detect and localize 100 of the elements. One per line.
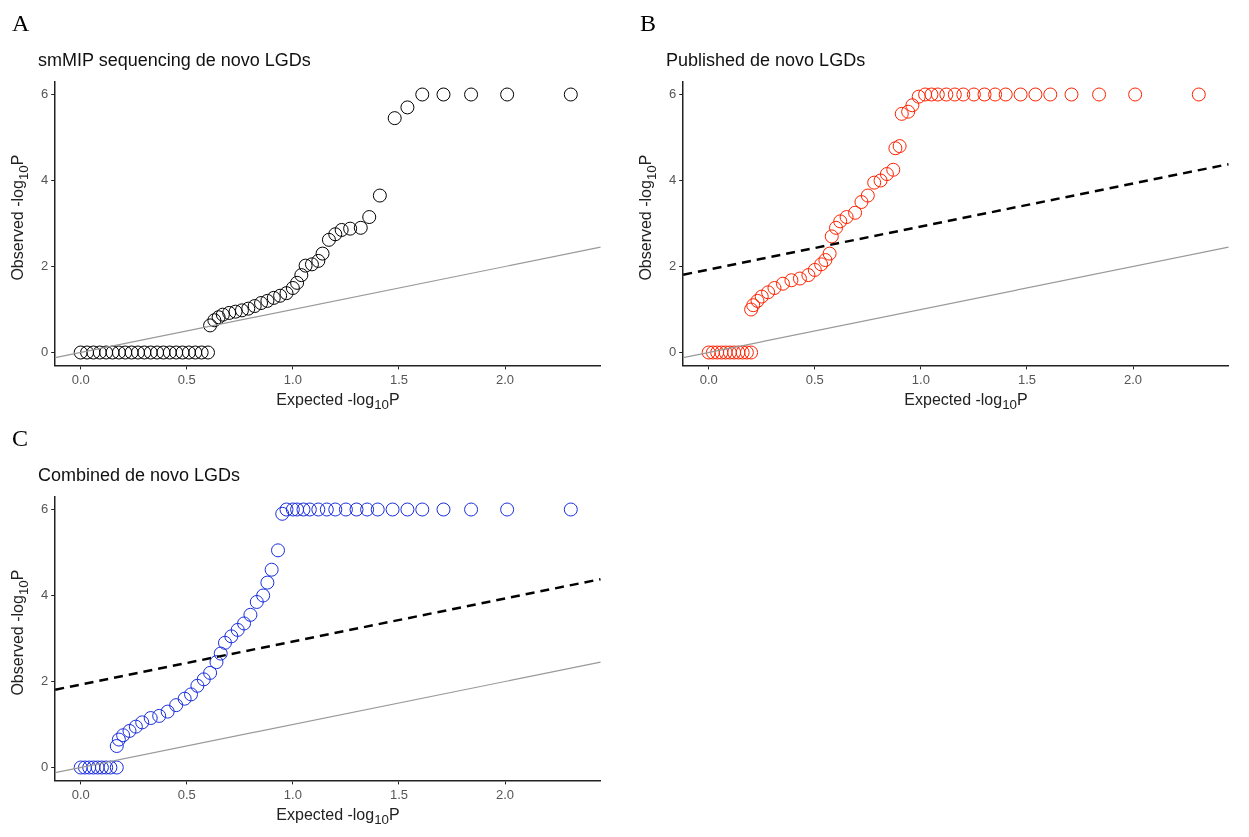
- point: [750, 293, 765, 308]
- point: [169, 698, 184, 713]
- x-tick-label: 2.0: [1123, 371, 1143, 387]
- point: [911, 89, 926, 104]
- point: [977, 87, 992, 102]
- point: [372, 188, 387, 203]
- point: [111, 345, 126, 360]
- x-axis-title: Expected -log$_{10}$P: [275, 806, 401, 828]
- point: [203, 665, 218, 680]
- point: [73, 760, 88, 775]
- point: [1043, 87, 1058, 102]
- point: [256, 588, 271, 603]
- point: [243, 607, 258, 622]
- point: [387, 111, 402, 126]
- point: [988, 87, 1003, 102]
- text: B: [640, 10, 657, 37]
- point: [343, 221, 358, 236]
- point: [94, 760, 109, 775]
- point: [137, 345, 152, 360]
- point: [99, 760, 114, 775]
- point: [279, 502, 294, 517]
- point: [177, 691, 192, 706]
- point: [735, 345, 750, 360]
- point: [710, 345, 725, 360]
- point: [241, 301, 256, 316]
- point: [82, 760, 97, 775]
- point: [464, 87, 479, 102]
- point: [761, 285, 776, 300]
- point: [103, 760, 118, 775]
- point: [290, 275, 305, 290]
- point: [1128, 87, 1143, 102]
- point: [109, 760, 124, 775]
- point: [118, 345, 133, 360]
- point: [1092, 87, 1107, 102]
- point: [275, 506, 290, 521]
- x-tick-label: 0.5: [177, 371, 196, 387]
- point: [727, 345, 742, 360]
- point: [211, 310, 226, 325]
- x-tick-label: 2.0: [495, 371, 515, 387]
- point: [109, 739, 124, 753]
- point: [122, 723, 137, 738]
- point: [436, 502, 451, 517]
- point: [224, 629, 239, 644]
- point: [260, 293, 275, 308]
- point: [273, 288, 288, 303]
- y-tick-label: 2: [41, 673, 49, 689]
- y-tick-label: 6: [41, 86, 49, 102]
- point: [234, 303, 249, 318]
- point: [73, 345, 88, 360]
- point: [302, 502, 317, 517]
- point: [956, 87, 971, 102]
- point: [353, 220, 368, 235]
- x-tick-label: 0.5: [805, 371, 824, 387]
- x-tick-label: 1.5: [389, 786, 408, 802]
- point: [754, 289, 769, 304]
- point: [894, 106, 909, 121]
- point: [196, 672, 211, 687]
- point: [905, 98, 920, 113]
- y-tick-label: 6: [41, 501, 49, 517]
- point: [775, 276, 790, 291]
- chart-title: Published de novo LGDs: [666, 49, 866, 70]
- point: [1013, 87, 1028, 102]
- x-tick-label: 1.5: [389, 371, 408, 387]
- point: [90, 760, 105, 775]
- chart-title: smMIP sequencing de novo LGDs: [38, 49, 311, 70]
- point: [190, 678, 205, 693]
- y-tick-label: 4: [41, 172, 49, 188]
- point: [338, 502, 353, 517]
- point: [334, 222, 349, 237]
- point: [801, 268, 816, 283]
- point: [500, 87, 515, 102]
- point: [247, 299, 262, 314]
- point: [824, 229, 839, 244]
- point: [415, 87, 430, 102]
- point: [290, 502, 305, 517]
- point: [311, 253, 326, 268]
- point: [744, 302, 759, 317]
- point: [264, 562, 279, 577]
- point: [731, 345, 746, 360]
- y-tick-label: 2: [669, 258, 677, 274]
- point: [966, 87, 981, 102]
- point: [385, 502, 400, 517]
- point: [285, 281, 300, 295]
- point: [203, 318, 218, 333]
- point: [215, 307, 230, 322]
- y-tick-label: 0: [41, 344, 49, 360]
- point: [814, 257, 829, 272]
- point: [436, 87, 451, 102]
- point: [260, 575, 275, 590]
- point: [143, 711, 158, 726]
- point: [294, 268, 309, 283]
- point: [784, 273, 799, 288]
- point: [298, 258, 313, 273]
- point: [169, 345, 184, 360]
- x-tick-label: 1.0: [283, 786, 302, 802]
- point: [266, 290, 281, 305]
- point: [175, 345, 190, 360]
- point: [873, 173, 888, 188]
- point: [886, 162, 901, 177]
- point: [184, 687, 199, 702]
